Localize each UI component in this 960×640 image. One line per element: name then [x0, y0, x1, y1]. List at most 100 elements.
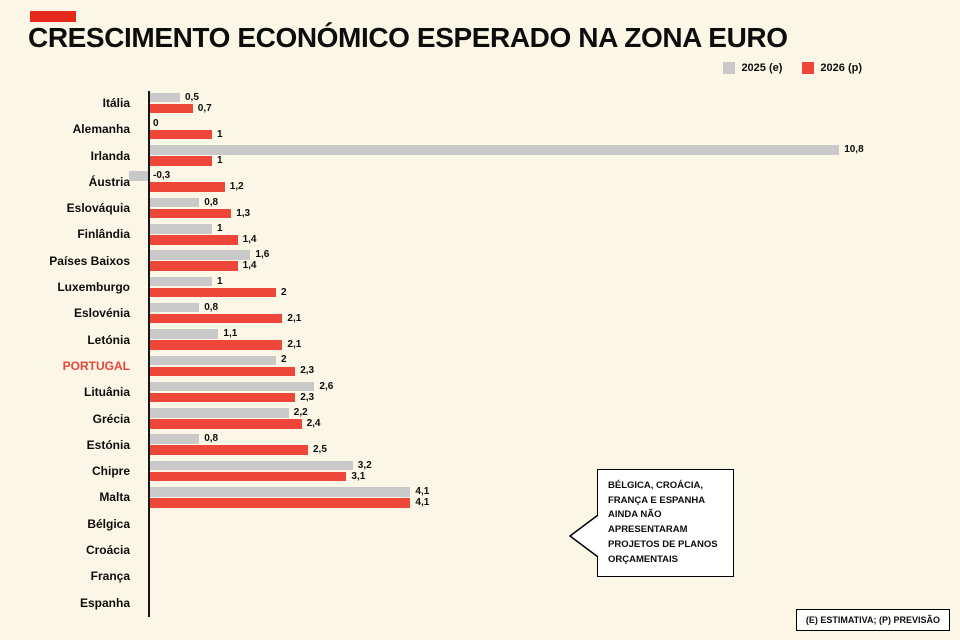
chart-row: Malta 4,1 4,1 [0, 484, 960, 510]
category-label: Áustria [88, 174, 130, 189]
bar-group: 0,8 1,3 [148, 195, 960, 221]
value-label: 0 [153, 117, 159, 129]
value-label: 1 [217, 155, 223, 167]
chart-row: Espanha [0, 590, 960, 616]
value-label: 1,6 [255, 249, 270, 261]
category-label: Malta [99, 490, 130, 505]
value-label: 0,8 [204, 433, 219, 445]
chart-row: Lituânia 2,6 2,3 [0, 379, 960, 405]
chart-row: Eslováquia 0,8 1,3 [0, 195, 960, 221]
bar-group: 0,5 0,7 [148, 90, 960, 116]
bar-group: 2 2,3 [148, 353, 960, 379]
bar-group: 2,6 2,3 [148, 379, 960, 405]
value-label: 1,2 [229, 181, 244, 193]
chart-row: Irlanda 10,8 1 [0, 143, 960, 169]
chart-row: Eslovénia 0,8 2,1 [0, 300, 960, 326]
value-label: 10,8 [844, 144, 864, 156]
category-label: Luxemburgo [57, 280, 130, 295]
bar-group: -0,3 1,2 [128, 169, 960, 195]
bar-group: 3,2 3,1 [148, 458, 960, 484]
legend-swatch-2026 [802, 62, 815, 74]
bar-2025 [148, 92, 180, 103]
category-label: Finlândia [77, 227, 130, 242]
category-label: PORTUGAL [62, 358, 130, 373]
value-label: 0,7 [197, 102, 212, 114]
bar-2025 [148, 487, 411, 497]
bar-group: 0,8 2,1 [148, 300, 960, 326]
value-label: 2 [281, 354, 287, 366]
category-label: Chipre [91, 464, 130, 479]
value-label: 1,4 [242, 260, 257, 272]
value-label: 1 [217, 128, 223, 140]
bar-2026 [148, 313, 283, 324]
chart-row: Estónia 0,8 2,5 [0, 432, 960, 458]
category-label: Bélgica [87, 516, 130, 531]
value-label: 1 [217, 222, 223, 234]
bar-2025 [148, 224, 212, 234]
bar-group: 10,8 1 [148, 143, 960, 169]
chart-row: Finlândia 1 1,4 [0, 221, 960, 247]
category-label: Eslovénia [73, 306, 130, 321]
bar-group: 0,8 2,5 [148, 432, 960, 458]
category-label: Alemanha [72, 122, 130, 137]
category-label: Grécia [92, 411, 130, 426]
bar-2026 [148, 471, 347, 482]
legend-label-2025: 2025 (e) [741, 62, 783, 74]
value-label: 1,4 [242, 233, 257, 245]
bar-group: 4,1 4,1 [148, 484, 960, 510]
legend-item-2026: 2026 (p) [802, 62, 862, 74]
value-label: 4,1 [415, 485, 430, 497]
bar-2026 [148, 129, 212, 140]
bar-2025 [148, 197, 200, 208]
chart-row: Países Baixos 1,6 1,4 [0, 248, 960, 274]
bar-2025 [148, 250, 251, 260]
category-label: Eslováquia [66, 201, 130, 216]
bar-2025 [128, 171, 148, 181]
value-label: 0,8 [204, 301, 219, 313]
legend: 2025 (e) 2026 (p) [723, 62, 862, 74]
value-label: 2,2 [293, 407, 308, 419]
value-label: 1 [217, 275, 223, 287]
bar-2026 [148, 261, 238, 271]
value-label: 2 [281, 286, 287, 298]
chart-row: Luxemburgo 1 2 [0, 274, 960, 300]
page-title: CRESCIMENTO ECONÓMICO ESPERADO NA ZONA E… [28, 22, 788, 53]
value-label: 2,4 [306, 418, 321, 430]
callout-arrow [568, 514, 599, 558]
callout-note: BÉLGICA, CROÁCIA, FRANÇA E ESPANHA AINDA… [597, 469, 734, 578]
category-label: França [90, 569, 130, 584]
value-label: 2,6 [319, 380, 334, 392]
category-label: Espanha [79, 595, 130, 610]
legend-swatch-2025 [723, 62, 736, 74]
bar-2026 [148, 340, 283, 350]
chart-row: França [0, 563, 960, 589]
chart-row: Alemanha 0 1 [0, 116, 960, 142]
bar-2026 [148, 182, 225, 192]
bar-2026 [148, 445, 308, 455]
bar-group: 1,6 1,4 [148, 248, 960, 274]
value-label: -0,3 [153, 170, 171, 182]
chart-row: PORTUGAL 2 2,3 [0, 353, 960, 379]
value-label: 0,8 [204, 196, 219, 208]
bar-group [148, 511, 960, 537]
chart-row: Bélgica [0, 511, 960, 537]
chart-rows: Itália 0,5 0,7 Alemanha 0 1 Irlanda 10,8 1 Áustri… [0, 90, 960, 616]
bar-group [148, 563, 960, 589]
bar-2025 [148, 434, 200, 444]
value-label: 2,5 [313, 444, 327, 456]
chart-row: Áustria -0,3 1,2 [0, 169, 960, 195]
value-label: 0,5 [185, 91, 199, 103]
category-label: Lituânia [83, 385, 130, 400]
accent-bar [30, 11, 76, 22]
bar-2025 [148, 302, 200, 313]
legend-item-2025: 2025 (e) [723, 62, 782, 74]
bar-group: 1 1,4 [148, 221, 960, 247]
category-label: Irlanda [90, 148, 130, 163]
bar-2025 [148, 276, 212, 287]
category-label: Estónia [86, 437, 130, 452]
bar-group [148, 537, 960, 563]
category-label: Países Baixos [49, 253, 130, 268]
value-label: 2,3 [300, 365, 315, 377]
